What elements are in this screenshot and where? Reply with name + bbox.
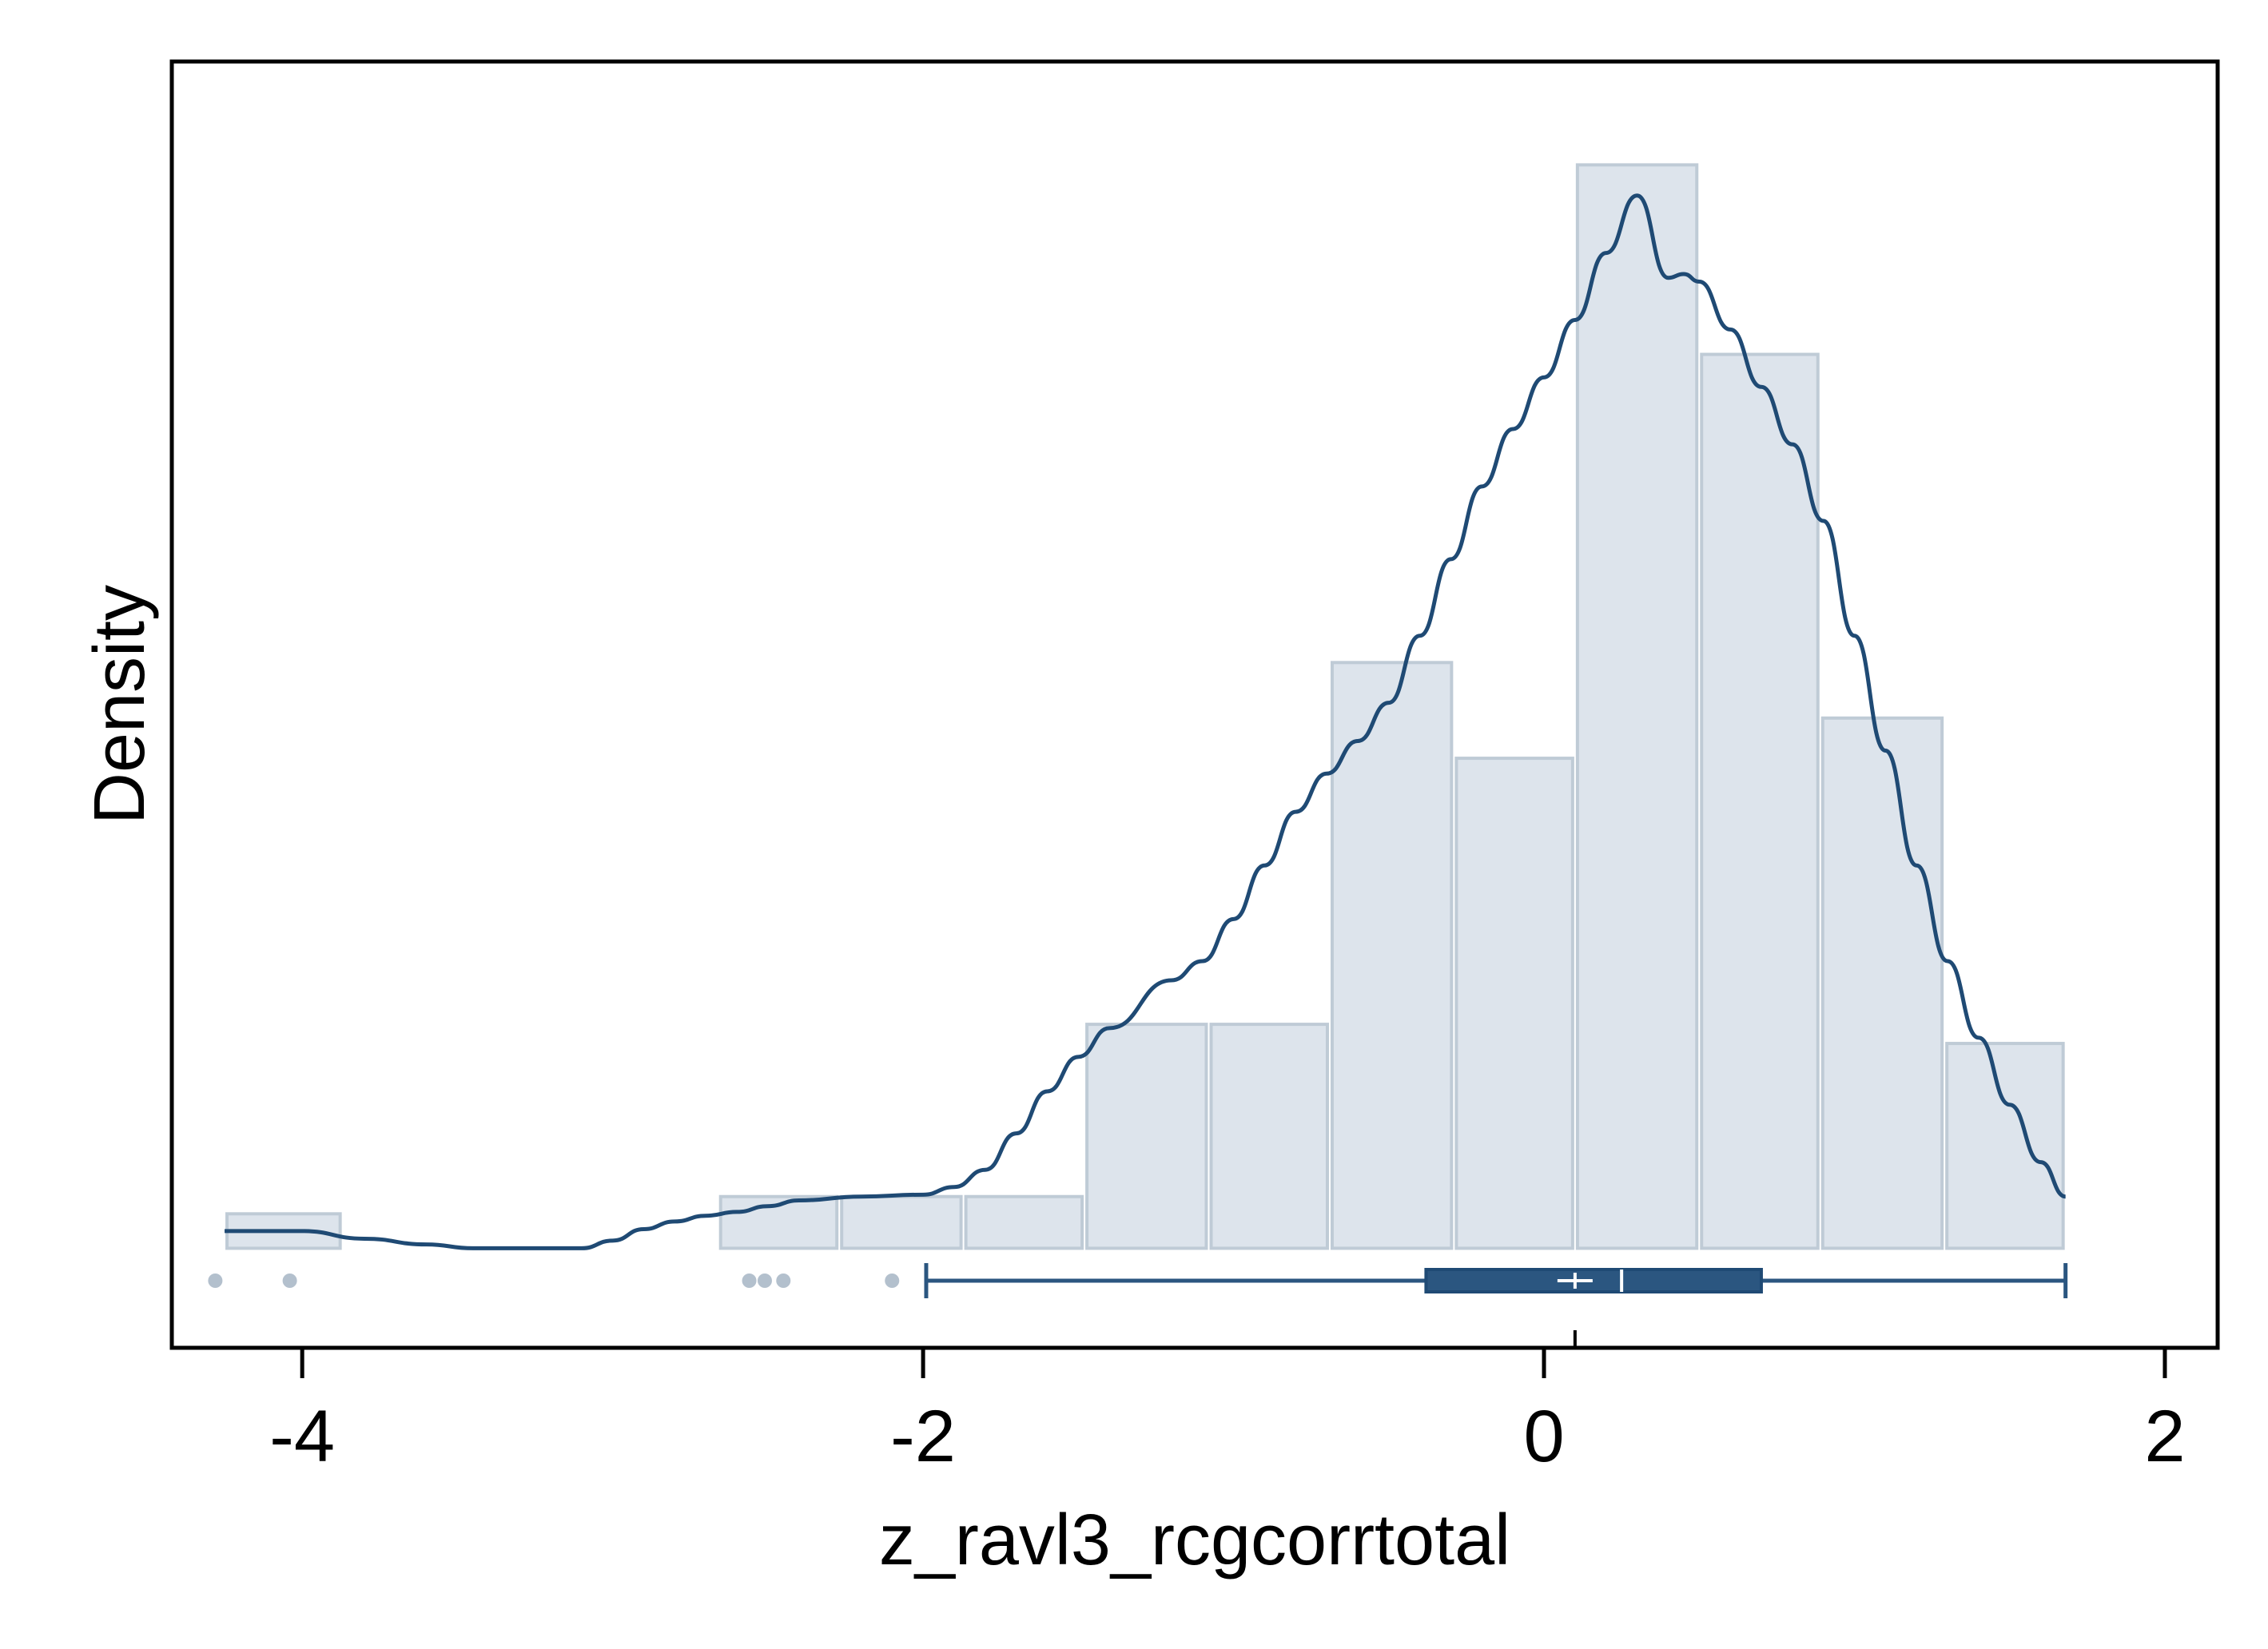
histogram-bar — [1085, 1023, 1208, 1250]
x-tick-label: 2 — [2144, 1396, 2185, 1477]
histogram-bar — [840, 1194, 963, 1250]
x-tick-label: -2 — [890, 1396, 956, 1477]
histogram-bar — [1454, 757, 1574, 1250]
y-axis-label: Density — [80, 585, 160, 824]
histogram-bar — [1945, 1042, 2065, 1250]
boxplot-outlier-point — [776, 1274, 791, 1288]
plot-frame — [169, 59, 2220, 1350]
plot-region — [208, 163, 2068, 1348]
boxplot-outlier-point — [742, 1274, 757, 1288]
histogram-bar — [1820, 716, 1944, 1250]
histogram-bar — [1575, 163, 1699, 1250]
boxplot-outlier-point — [208, 1274, 223, 1288]
x-tick-label: -4 — [269, 1396, 335, 1477]
boxplot-box — [1424, 1268, 1763, 1293]
boxplot-outlier-point — [282, 1274, 297, 1288]
x-axis: -4 -2 0 2 — [269, 1348, 2186, 1477]
histogram-bar — [1330, 661, 1454, 1250]
density-curve-line — [225, 193, 2067, 1250]
histogram-bar — [964, 1194, 1084, 1250]
x-axis-label: z_ravl3_rcgcorrtotal — [879, 1500, 1510, 1580]
boxplot-outlier-point — [885, 1274, 900, 1288]
x-tick-label: 0 — [1523, 1396, 1564, 1477]
histogram-bar — [1700, 352, 1820, 1250]
histogram-bar — [1209, 1023, 1329, 1250]
boxplot-outlier-point — [757, 1274, 772, 1288]
